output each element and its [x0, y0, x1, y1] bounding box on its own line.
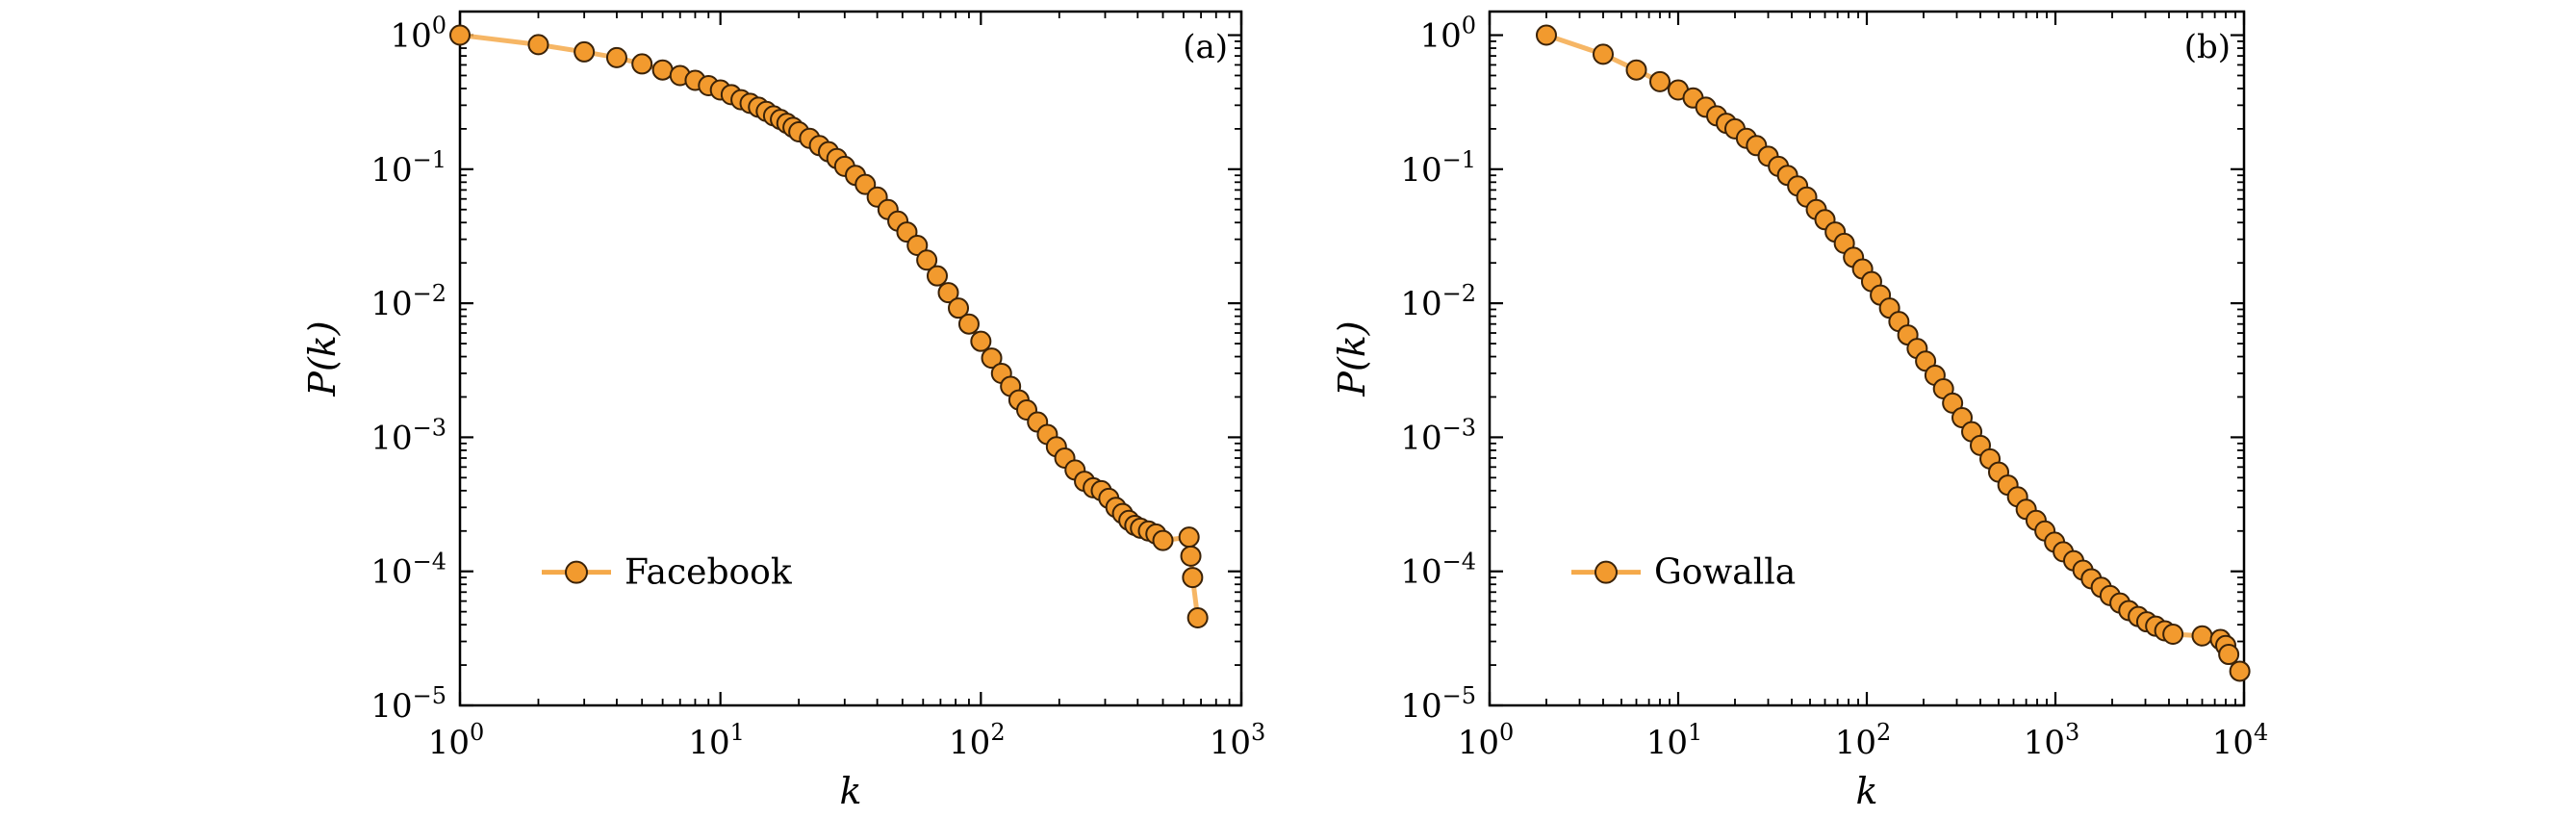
data-point — [916, 249, 938, 271]
legend-marker — [1594, 560, 1618, 584]
data-point — [1186, 607, 1209, 629]
x-tick-label: 101 — [1646, 719, 1703, 762]
x-tick-label: 103 — [2024, 719, 2080, 762]
data-point — [2218, 644, 2240, 666]
plot-frame — [458, 10, 1243, 707]
x-tick-label: 103 — [1210, 719, 1266, 762]
data-point — [926, 265, 948, 287]
data-point — [1180, 545, 1202, 567]
data-point — [1625, 59, 1647, 81]
y-tick-label: 100 — [1419, 13, 1476, 56]
x-tick-label: 101 — [688, 719, 745, 762]
x-axis-label: k — [1855, 770, 1877, 812]
y-tick-label: 10−2 — [1400, 280, 1476, 323]
data-point — [631, 53, 653, 75]
data-point — [1942, 392, 1964, 414]
series-line — [459, 33, 1201, 619]
data-point — [449, 24, 471, 46]
x-axis-label: k — [839, 770, 861, 812]
x-tick-label: 100 — [1458, 719, 1515, 762]
panel-label: (b) — [2184, 28, 2231, 66]
data-point — [970, 330, 992, 352]
y-axis-label: P(k) — [301, 320, 344, 396]
y-tick-label: 10−1 — [370, 146, 446, 190]
x-tick-label: 102 — [949, 719, 1006, 762]
data-point — [937, 282, 959, 304]
data-point — [2229, 660, 2251, 682]
data-point — [527, 34, 549, 56]
y-tick-label: 10−5 — [370, 682, 446, 726]
data-point — [1178, 526, 1200, 549]
data-point — [574, 40, 596, 63]
data-point — [1649, 70, 1671, 92]
y-tick-label: 10−2 — [370, 280, 446, 323]
data-point — [2162, 623, 2184, 645]
y-tick-label: 10−3 — [1400, 414, 1476, 457]
data-point — [1152, 529, 1174, 551]
data-point — [1182, 567, 1204, 589]
legend-label: Facebook — [625, 553, 793, 593]
data-point — [1593, 43, 1615, 65]
data-point — [957, 313, 980, 335]
data-point — [2191, 625, 2213, 647]
y-tick-label: 100 — [390, 13, 446, 56]
legend-label: Gowalla — [1654, 553, 1796, 593]
y-tick-label: 10−4 — [1400, 549, 1476, 592]
x-tick-label: 104 — [2212, 719, 2269, 762]
data-point — [651, 59, 674, 81]
data-point — [906, 235, 929, 257]
data-point — [605, 46, 627, 68]
y-tick-label: 10−1 — [1400, 146, 1476, 190]
data-point — [1536, 24, 1558, 46]
x-tick-label: 100 — [428, 719, 485, 762]
x-tick-label: 102 — [1835, 719, 1892, 762]
legend-marker — [565, 560, 588, 584]
panel-a: 100 101 102 103 100 10−1 10−2 10−3 10−4 10−5 k P(k)… — [301, 10, 1266, 812]
panel-b: 100 101 102 103 104 100 10−1 10−2 10−3 10−4 10−5 k P… — [1331, 10, 2269, 812]
y-tick-label: 10−5 — [1400, 682, 1476, 726]
y-tick-label: 10−3 — [370, 414, 446, 457]
series-line — [1545, 33, 2242, 673]
data-point — [948, 297, 970, 320]
data-point — [981, 347, 1003, 370]
y-axis-label: P(k) — [1331, 320, 1373, 396]
panel-label: (a) — [1183, 28, 1228, 66]
y-tick-label: 10−4 — [370, 549, 446, 592]
